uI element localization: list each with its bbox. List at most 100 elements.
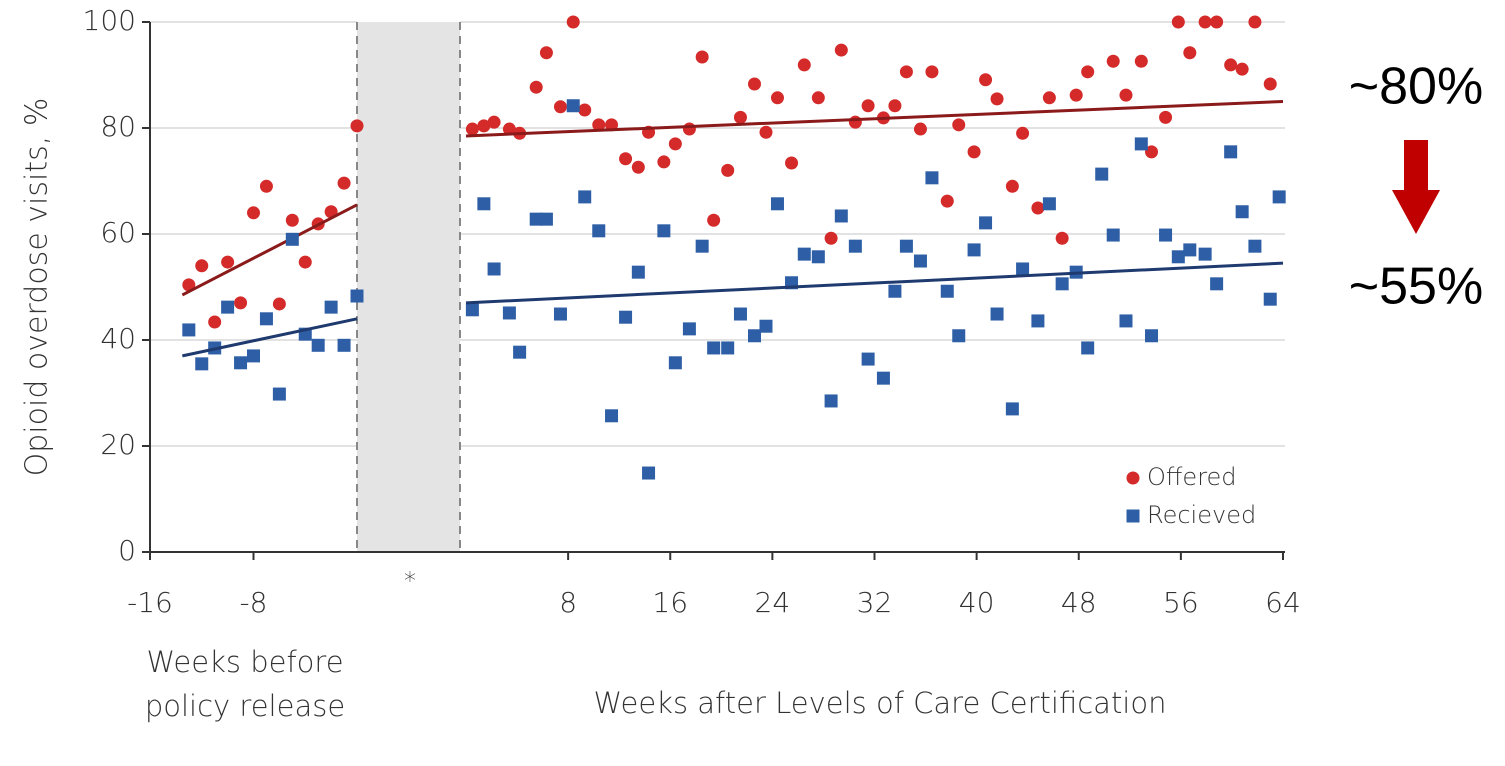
point	[824, 231, 838, 245]
point	[234, 356, 248, 370]
point	[967, 145, 981, 159]
point	[182, 323, 196, 337]
break-label: *	[404, 567, 416, 595]
point	[940, 284, 954, 298]
point	[682, 122, 696, 136]
point	[487, 262, 501, 276]
point	[298, 255, 312, 269]
y-tick-label: 100	[83, 4, 136, 37]
x-tick-label: 56	[1163, 586, 1199, 619]
point	[952, 329, 966, 343]
point	[861, 99, 875, 113]
point	[1171, 15, 1185, 29]
point	[848, 239, 862, 253]
point	[337, 338, 351, 352]
y-axis-label: Opioid overdose visits, %	[20, 98, 55, 477]
point	[1159, 228, 1173, 242]
point	[1235, 62, 1249, 76]
point	[592, 224, 606, 238]
point	[513, 345, 527, 359]
point	[861, 352, 875, 366]
point	[1069, 88, 1083, 102]
point	[1119, 88, 1133, 102]
point	[1016, 262, 1030, 276]
arrow-shaft	[1404, 140, 1428, 192]
point	[311, 338, 325, 352]
point	[578, 190, 592, 204]
point	[1210, 277, 1224, 291]
point	[925, 65, 939, 79]
point	[979, 73, 993, 87]
point	[1183, 46, 1197, 60]
point	[1159, 110, 1173, 124]
point	[553, 307, 567, 321]
point	[1171, 250, 1185, 264]
point	[925, 171, 939, 185]
point	[990, 92, 1004, 106]
x-axis-label: Weeks after Levels of Care Certification	[593, 686, 1167, 720]
point	[1145, 329, 1159, 343]
annotation: ~80%	[1349, 58, 1483, 116]
point	[707, 213, 721, 227]
point	[1042, 197, 1056, 211]
point	[592, 118, 606, 132]
point	[477, 119, 491, 133]
point	[990, 307, 1004, 321]
x-tick-label: 24	[755, 586, 791, 619]
trend-line	[465, 261, 1284, 305]
point	[1031, 201, 1045, 215]
point	[487, 115, 501, 129]
x-tick-label: -8	[240, 586, 268, 619]
point	[682, 322, 696, 336]
point	[1235, 205, 1249, 219]
point	[1210, 15, 1224, 29]
point	[967, 243, 981, 257]
point	[605, 409, 619, 423]
point	[1183, 243, 1197, 257]
point	[272, 297, 286, 311]
point	[1224, 58, 1238, 72]
point	[1263, 292, 1277, 306]
point	[502, 306, 516, 320]
point	[1005, 402, 1019, 416]
point	[642, 466, 656, 480]
legend-label: Offered	[1147, 463, 1237, 491]
trend-line	[465, 100, 1284, 138]
x-axis-label: Weeks before policy release	[144, 645, 346, 723]
point	[502, 122, 516, 136]
point	[578, 103, 592, 117]
x-tick-label: 8	[559, 586, 577, 619]
point	[465, 303, 479, 317]
point	[1198, 15, 1212, 29]
point	[888, 284, 902, 298]
point	[733, 307, 747, 321]
point	[247, 206, 260, 220]
point	[337, 176, 351, 190]
x-tick-label: -16	[127, 586, 173, 619]
point	[1005, 179, 1019, 193]
point	[285, 213, 299, 227]
point	[1248, 15, 1262, 29]
point	[748, 77, 762, 91]
point	[539, 46, 553, 60]
point	[899, 65, 913, 79]
point	[553, 100, 567, 114]
annotation: ~55%	[1349, 258, 1483, 316]
point	[770, 197, 784, 211]
point	[668, 356, 682, 370]
y-tick-label: 20	[100, 428, 136, 461]
y-tick-label: 40	[100, 322, 136, 355]
point	[234, 296, 248, 310]
legend-marker	[1126, 509, 1140, 523]
arrow-head	[1392, 190, 1440, 234]
point	[566, 99, 580, 113]
point	[657, 155, 671, 169]
point	[195, 357, 209, 371]
point	[748, 329, 762, 343]
point	[1081, 341, 1095, 355]
x-tick-label: 32	[857, 586, 893, 619]
point	[759, 125, 773, 139]
point	[695, 50, 709, 64]
point	[797, 247, 811, 261]
